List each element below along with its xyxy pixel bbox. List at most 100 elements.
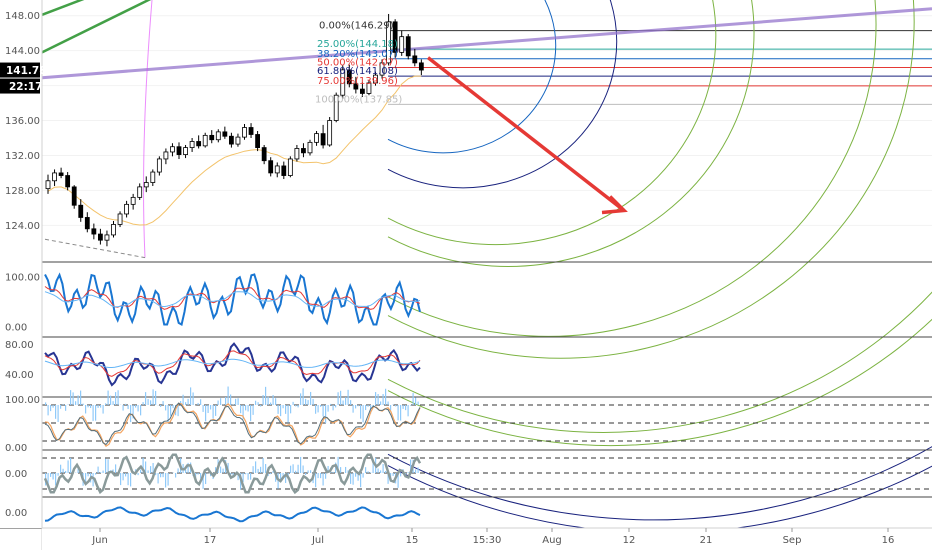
histogram-bar: [200, 473, 202, 479]
oscillator-line: [44, 350, 421, 377]
histogram-bar: [177, 405, 179, 417]
oscillator-tick-label: 80.00: [5, 340, 34, 351]
histogram-bar: [317, 473, 319, 479]
histogram-bar: [317, 405, 319, 413]
histogram-bar: [367, 405, 369, 407]
histogram-bar: [267, 473, 269, 477]
time-tick-label: Aug: [542, 535, 562, 546]
histogram-bar: [335, 405, 337, 408]
candle-body: [242, 127, 247, 138]
histogram-bar: [407, 405, 409, 417]
candle-body: [45, 180, 51, 190]
fib-level-label: 25.00%(144.18): [317, 39, 398, 50]
oscillator-pane-5[interactable]: [44, 506, 421, 523]
fib-level-label: 38.20%(143.07): [317, 49, 398, 60]
pink-curve: [143, 0, 153, 258]
histogram-bar: [257, 402, 259, 405]
histogram-bar: [220, 398, 222, 405]
histogram-bar: [70, 457, 72, 473]
fibonacci-retracement[interactable]: [388, 30, 932, 105]
histogram-bar: [312, 398, 314, 405]
histogram-bar: [405, 405, 407, 411]
candle-body: [405, 36, 411, 57]
histogram-bar: [400, 405, 402, 421]
histogram-bar: [347, 470, 349, 473]
histogram-bar: [300, 456, 302, 473]
histogram-bar: [125, 403, 127, 405]
oscillator-axis-ticks: 100.00 0.00 80.00 40.00 100.00 0.00 0.00 0.00: [5, 273, 40, 520]
dashed-support-line: [44, 238, 146, 259]
fib-level-label: 50.00%(142.07): [317, 58, 398, 69]
projection-arrow[interactable]: [426, 56, 628, 215]
histogram-bar: [297, 405, 299, 408]
histogram-bar: [87, 405, 89, 408]
histogram-bar: [200, 399, 202, 405]
candle-body: [150, 171, 156, 183]
candle-body: [202, 134, 208, 147]
histogram-bar: [100, 405, 102, 408]
histogram-bar: [360, 405, 362, 419]
histogram-bar: [417, 401, 419, 405]
histogram-bar: [55, 473, 57, 486]
histogram-bar: [177, 468, 179, 473]
fibonacci-speed-arcs[interactable]: [387, 0, 932, 534]
histogram-bar: [175, 473, 177, 478]
candle-body: [137, 186, 143, 198]
candle-body: [327, 120, 333, 146]
histogram-bar: [140, 405, 142, 416]
price-axis[interactable]: 148.00144.00140.00136.00132.00128.00124.…: [0, 0, 47, 550]
histogram-bar: [355, 473, 357, 477]
oscillator-pane-3[interactable]: [42, 386, 932, 448]
histogram-bar: [370, 472, 372, 473]
candle-body: [111, 224, 116, 236]
candle-body: [124, 203, 129, 215]
oscillator-pane-4[interactable]: [42, 453, 932, 495]
histogram-bar: [292, 401, 294, 405]
histogram-bar: [247, 473, 249, 480]
oscillator-pane-2[interactable]: [44, 342, 421, 387]
histogram-bar: [70, 390, 72, 405]
oscillator-tick-label: 40.00: [5, 370, 34, 381]
histogram-bar: [302, 388, 304, 405]
histogram-bar: [295, 470, 297, 473]
histogram-bar: [300, 393, 302, 405]
histogram-bar: [415, 469, 417, 473]
time-tick-label: 15:30: [473, 535, 502, 546]
histogram-bar: [237, 473, 239, 481]
price-pane[interactable]: 0.00%(146.29) 25.00%(144.18)38.20%(143.07…: [41, 0, 932, 534]
histogram-bar: [95, 405, 97, 421]
histogram-bar: [382, 464, 384, 473]
histogram-bar: [52, 473, 54, 480]
histogram-bar: [77, 466, 79, 473]
histogram-bar: [65, 405, 67, 411]
histogram-bar: [282, 405, 284, 409]
candle-body: [281, 165, 287, 176]
histogram-bar: [367, 471, 369, 473]
drawn-trendlines[interactable]: [41, 0, 932, 259]
candle-body: [183, 147, 188, 155]
histogram-bar: [397, 473, 399, 488]
candle-body: [287, 158, 293, 176]
histogram-bar: [137, 473, 139, 476]
histogram-bar: [310, 470, 312, 473]
histogram-bar: [110, 395, 112, 405]
histogram-bar: [320, 473, 322, 479]
candle-body: [215, 131, 221, 141]
histogram-bar: [230, 394, 232, 405]
histogram-bar: [257, 468, 259, 473]
histogram-bar: [50, 405, 52, 412]
histogram-bar: [345, 466, 347, 473]
histogram-bar: [112, 469, 114, 473]
last-price-tag: 141.78 22:17: [0, 62, 47, 94]
candle-body: [156, 158, 162, 173]
histogram-bar: [252, 405, 254, 415]
candle-body: [228, 135, 234, 145]
candle-body: [196, 141, 202, 147]
histogram-bar: [145, 392, 147, 405]
candle-body: [340, 69, 346, 96]
time-axis[interactable]: Jun 17 Jul 15 15:30 Aug 12 21 Sep 16: [42, 527, 932, 550]
candle-body: [255, 134, 261, 148]
oscillator-pane-1[interactable]: [44, 272, 421, 327]
candle-body: [248, 127, 254, 135]
